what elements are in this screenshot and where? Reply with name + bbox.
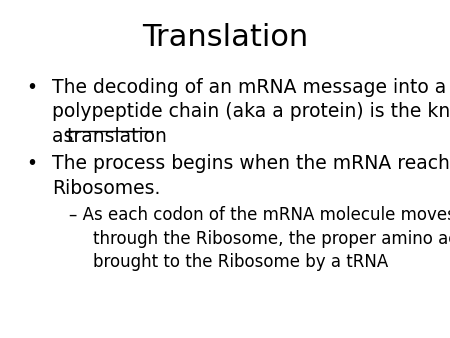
Text: •: • xyxy=(26,78,37,97)
Text: translation: translation xyxy=(67,127,167,146)
Text: •: • xyxy=(26,154,37,173)
Text: Translation: Translation xyxy=(142,23,308,52)
Text: Ribosomes.: Ribosomes. xyxy=(52,179,161,198)
Text: – As each codon of the mRNA molecule moves: – As each codon of the mRNA molecule mov… xyxy=(69,206,450,224)
Text: The process begins when the mRNA reaches a: The process begins when the mRNA reaches… xyxy=(52,154,450,173)
Text: as: as xyxy=(52,127,80,146)
Text: through the Ribosome, the proper amino acid is: through the Ribosome, the proper amino a… xyxy=(93,230,450,248)
Text: The decoding of an mRNA message into a: The decoding of an mRNA message into a xyxy=(52,78,446,97)
Text: brought to the Ribosome by a tRNA: brought to the Ribosome by a tRNA xyxy=(93,254,388,271)
Text: polypeptide chain (aka a protein) is the known: polypeptide chain (aka a protein) is the… xyxy=(52,102,450,121)
